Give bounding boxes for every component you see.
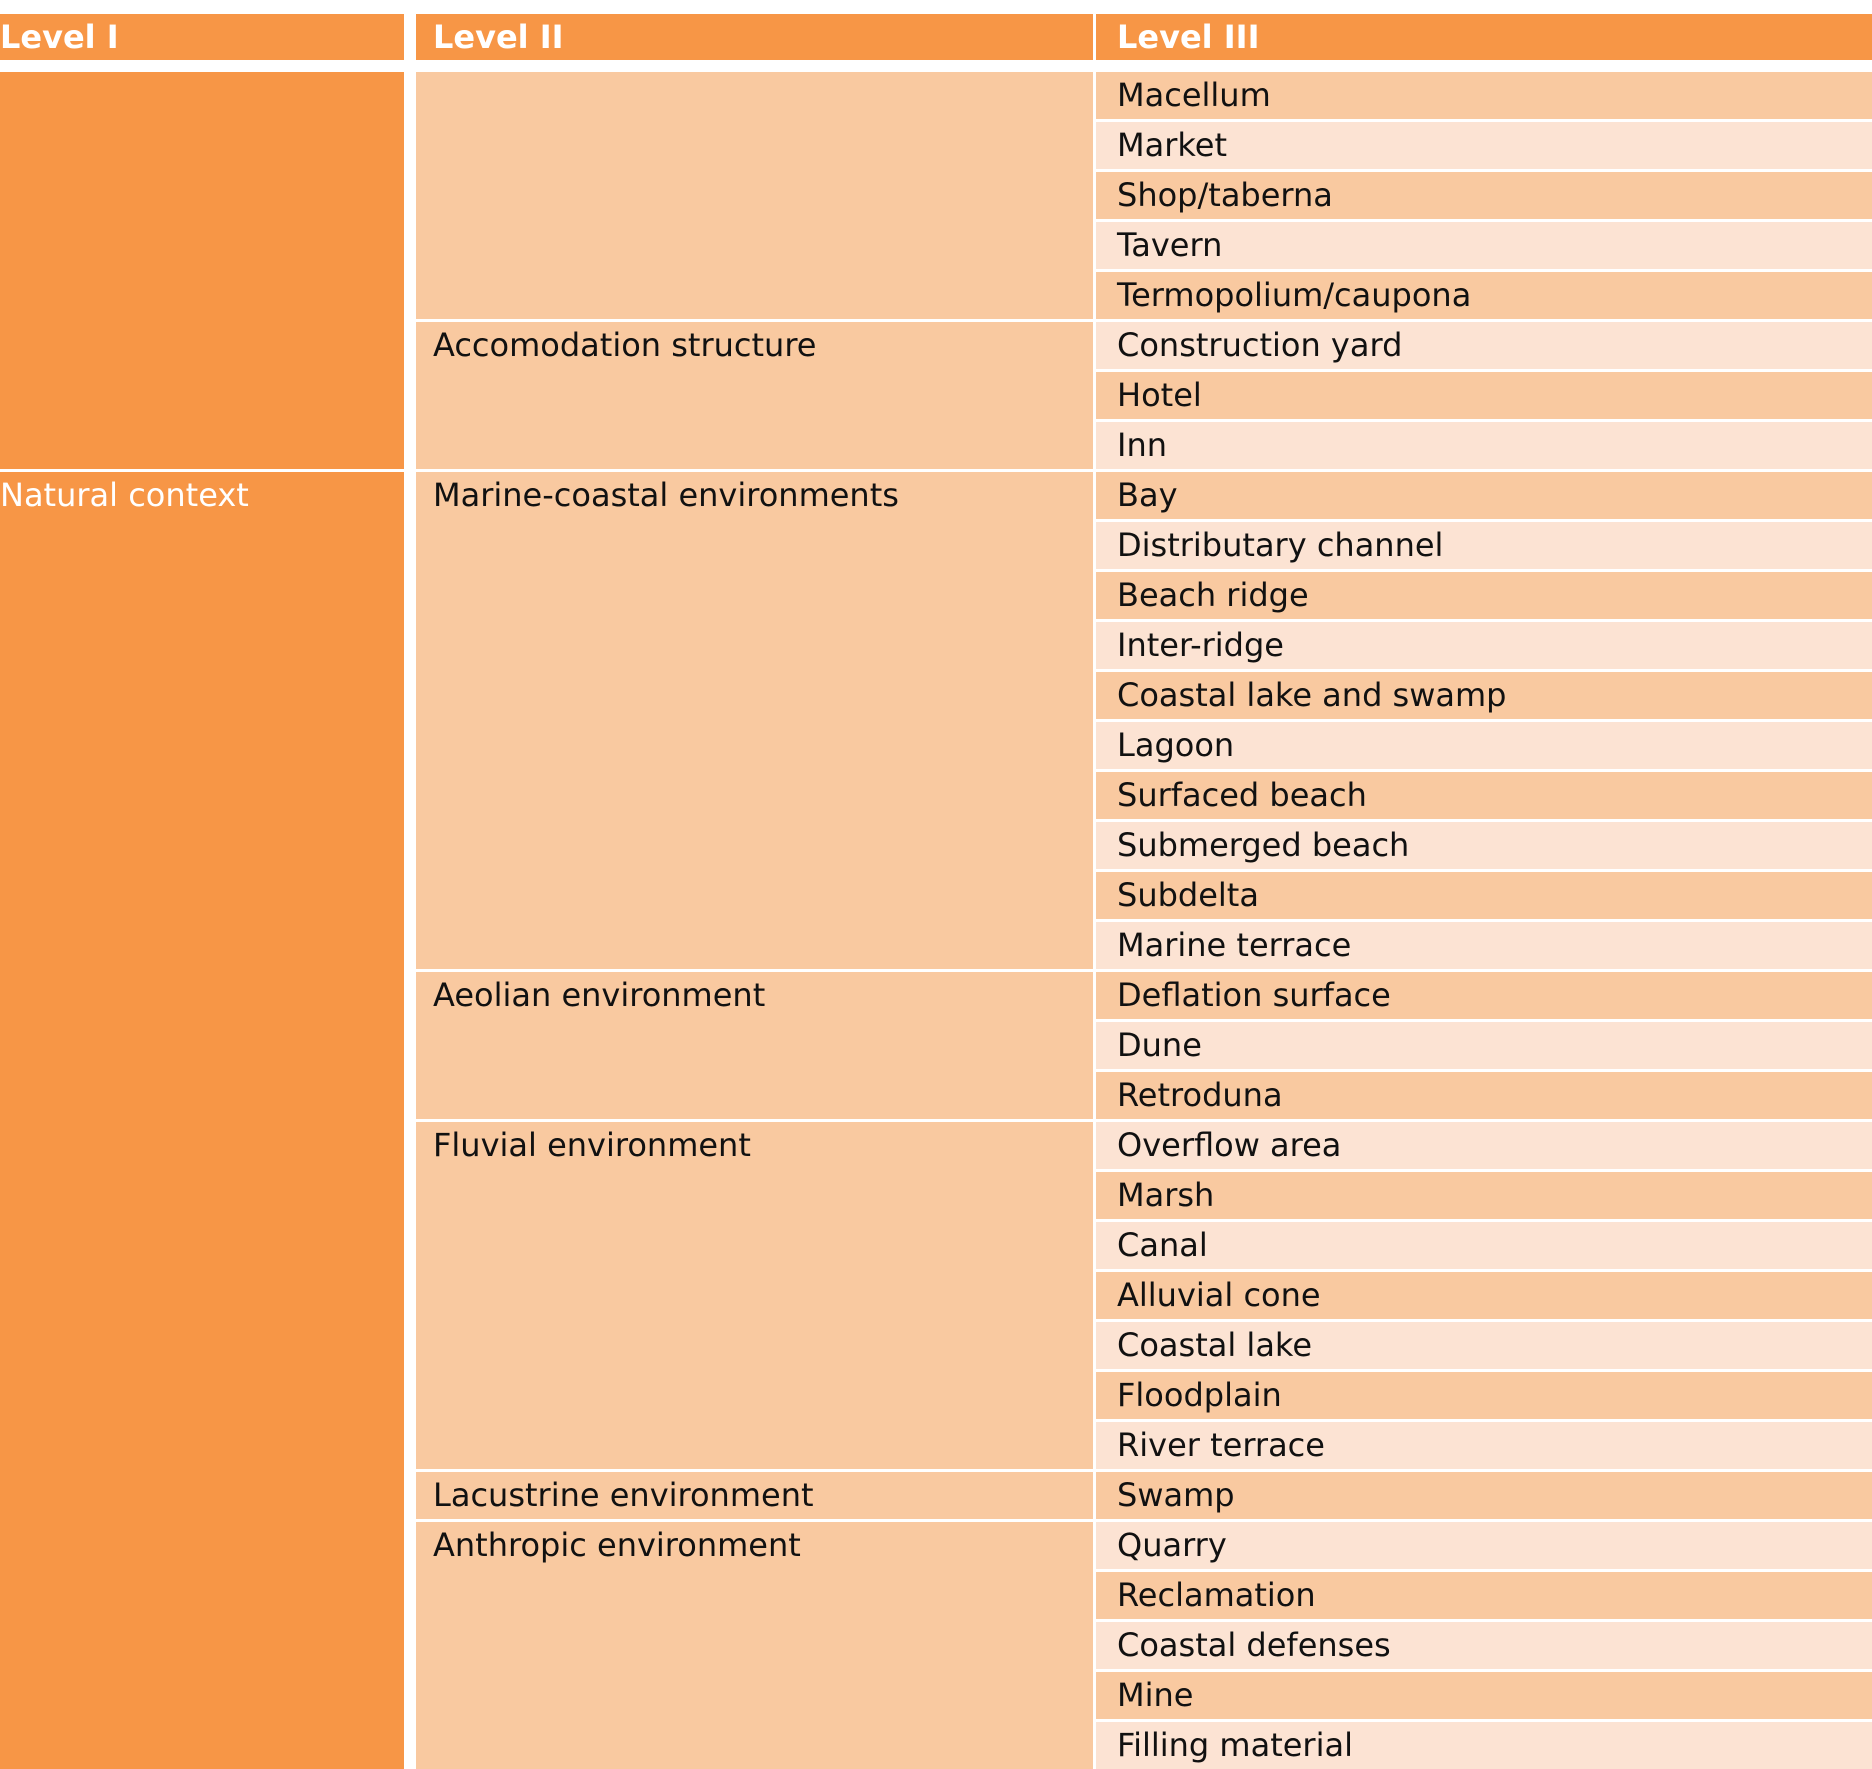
level3-cell: Distributary channel [1096,522,1872,569]
level3-cell: Floodplain [1096,1372,1872,1419]
level3-cell: Inn [1096,422,1872,469]
level3-cell: Coastal lake and swamp [1096,672,1872,719]
level3-cell: Swamp [1096,1472,1872,1519]
level3-cell: Quarry [1096,1522,1872,1569]
level2-cell: Anthropic environment [416,1522,1093,1769]
level3-cell: Filling material [1096,1722,1872,1769]
level2-cell: Marine-coastal environments [416,472,1093,969]
level1-cell: Natural context [0,472,404,1769]
level3-cell: Construction yard [1096,322,1872,369]
level3-cell: Deflation surface [1096,972,1872,1019]
level3-cell: Marine terrace [1096,922,1872,969]
level3-cell: Subdelta [1096,872,1872,919]
header-cell: Level II [416,14,1093,60]
level2-cell: Fluvial environment [416,1122,1093,1469]
level3-cell: Market [1096,122,1872,169]
level3-cell: Lagoon [1096,722,1872,769]
level3-cell: Canal [1096,1222,1872,1269]
level3-cell: Dune [1096,1022,1872,1069]
level2-cell: Lacustrine environment [416,1472,1093,1519]
level3-cell: Termopolium/caupona [1096,272,1872,319]
level3-cell: Shop/taberna [1096,172,1872,219]
level3-cell: Mine [1096,1672,1872,1719]
level3-cell: Hotel [1096,372,1872,419]
header-cell: Level I [0,14,404,60]
level3-cell: Surfaced beach [1096,772,1872,819]
level3-cell: Inter-ridge [1096,622,1872,669]
level3-cell: River terrace [1096,1422,1872,1469]
level3-cell: Reclamation [1096,1572,1872,1619]
header-cell: Level III [1096,14,1872,60]
level3-cell: Coastal defenses [1096,1622,1872,1669]
level3-cell: Overflow area [1096,1122,1872,1169]
level3-cell: Coastal lake [1096,1322,1872,1369]
level3-cell: Tavern [1096,222,1872,269]
level2-cell: Accomodation structure [416,322,1093,469]
level3-cell: Bay [1096,472,1872,519]
level3-cell: Beach ridge [1096,572,1872,619]
level3-cell: Submerged beach [1096,822,1872,869]
level3-cell: Retroduna [1096,1072,1872,1119]
level1-cell [0,72,404,469]
level2-cell: Aeolian environment [416,972,1093,1119]
level3-cell: Marsh [1096,1172,1872,1219]
level2-cell [416,72,1093,319]
level3-cell: Macellum [1096,72,1872,119]
level3-cell: Alluvial cone [1096,1272,1872,1319]
